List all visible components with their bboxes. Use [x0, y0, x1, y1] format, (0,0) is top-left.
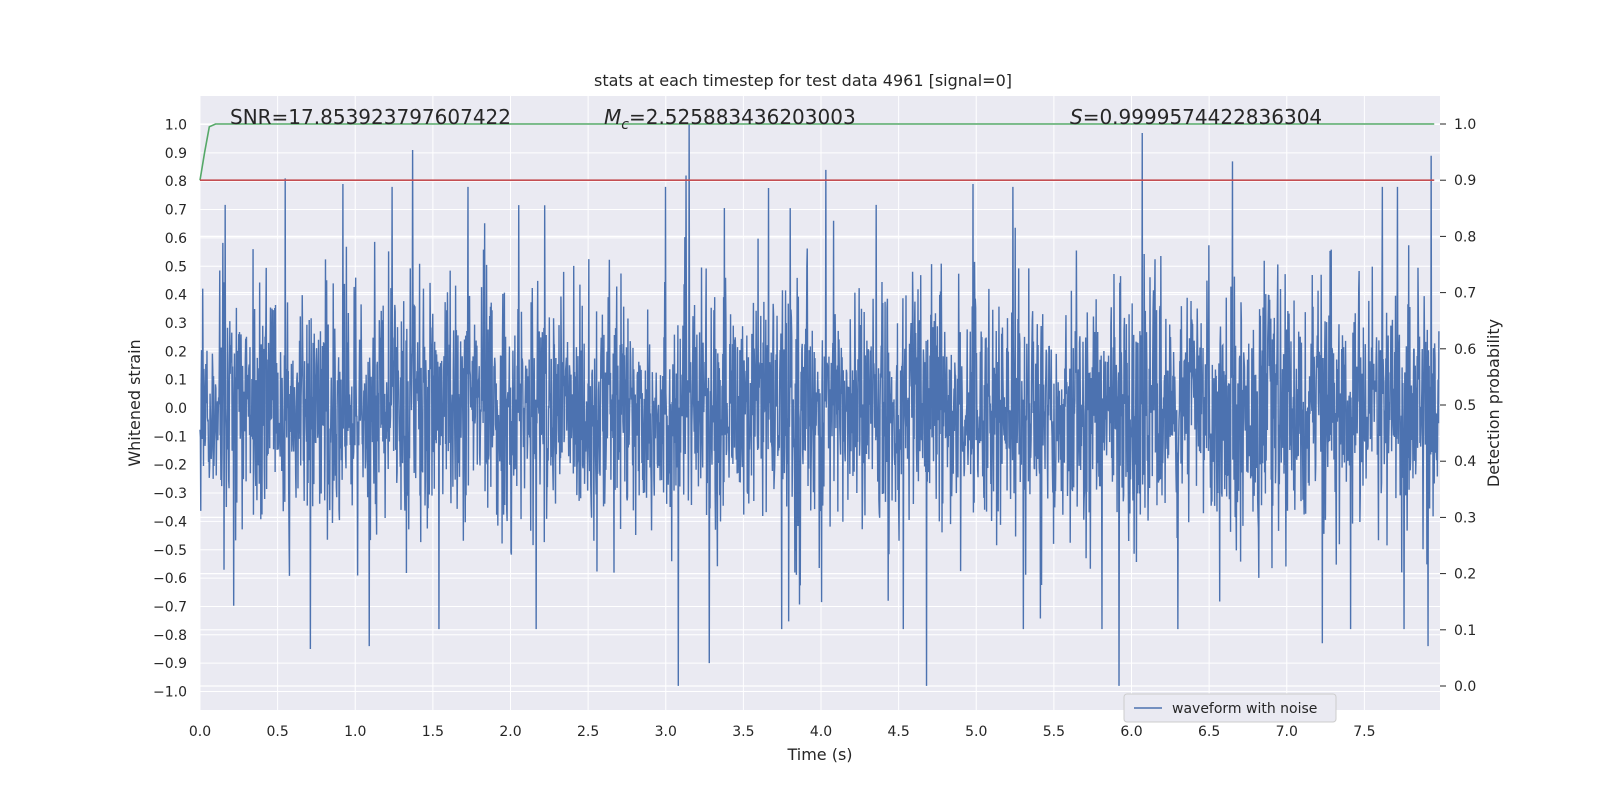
- y2-axis-ticks: 1.0 0.9 0.8 0.7 0.6 0.5 0.4 0.3 0.2 0.1 0.0: [1440, 117, 1476, 695]
- x-tick-label: 7.5: [1353, 724, 1375, 740]
- y-tick-label: −0.1: [153, 429, 187, 445]
- waveform-with-noise-line: [199, 124, 1440, 686]
- s-annotation: S=0.9999574422836304: [1070, 105, 1322, 129]
- y2-tick-label: 0.7: [1454, 286, 1476, 302]
- y2-tick-label: 0.0: [1454, 679, 1476, 695]
- y-tick-label: 0.4: [165, 288, 187, 304]
- y2-tick-label: 0.8: [1454, 229, 1476, 245]
- y2-tick-label: 0.1: [1454, 623, 1476, 639]
- y2-tick-label: 0.2: [1454, 567, 1476, 583]
- mc-annotation: Mc=2.525883436203003: [604, 105, 856, 133]
- x-tick-label: 2.5: [577, 724, 599, 740]
- y2-axis-label: Detection probability: [1484, 319, 1503, 487]
- probability-series: [199, 123, 1435, 181]
- x-tick-label: 0.5: [266, 724, 288, 740]
- chart-title: stats at each timestep for test data 496…: [594, 71, 1012, 90]
- y-axis-label: Whitened strain: [125, 339, 144, 466]
- x-tick-label: 7.0: [1276, 724, 1298, 740]
- y-axis-ticks: 1.0 0.9 0.8 0.7 0.6 0.5 0.4 0.3 0.2 0.1 0.0 −0.1 −0.…: [153, 118, 187, 701]
- legend: waveform with noise: [1123, 693, 1337, 723]
- y-tick-label: 0.8: [165, 174, 187, 190]
- y-tick-label: −0.7: [153, 599, 187, 615]
- x-axis-ticks: 0.0 0.5 1.0 1.5 2.0 2.5 3.0 3.5 4.0 4.5 5.0 5.5 6.0 6…: [189, 724, 1376, 740]
- y-tick-label: 1.0: [165, 118, 187, 134]
- y-tick-label: 0.2: [165, 344, 187, 360]
- y-tick-label: 0.7: [165, 203, 187, 219]
- mc-symbol: M: [604, 105, 621, 129]
- legend-label-waveform: waveform with noise: [1172, 701, 1317, 717]
- y2-tick-label: 0.6: [1454, 342, 1476, 358]
- y-tick-label: −1.0: [153, 685, 187, 701]
- y-tick-label: −0.2: [153, 458, 187, 474]
- detection-probability-line: [199, 123, 1435, 181]
- y2-tick-label: 0.9: [1454, 173, 1476, 189]
- y-tick-label: 0.3: [165, 316, 187, 332]
- mc-value: =2.525883436203003: [629, 105, 856, 129]
- y-tick-label: 0.9: [165, 146, 187, 162]
- y-tick-label: 0.0: [165, 401, 187, 417]
- x-tick-label: 3.5: [732, 724, 754, 740]
- y2-tick-label: 1.0: [1454, 117, 1476, 133]
- x-tick-label: 5.0: [965, 724, 987, 740]
- x-axis-label: Time (s): [786, 745, 852, 764]
- y-tick-label: 0.1: [165, 373, 187, 389]
- snr-annotation: SNR=17.853923797607422: [230, 105, 511, 129]
- x-tick-label: 6.5: [1198, 724, 1220, 740]
- y-tick-label: −0.6: [153, 571, 187, 587]
- plot-series: [199, 123, 1440, 686]
- x-tick-label: 5.5: [1043, 724, 1065, 740]
- x-tick-label: 6.0: [1120, 724, 1142, 740]
- y-tick-label: 0.6: [165, 231, 187, 247]
- s-value: =0.9999574422836304: [1083, 105, 1322, 129]
- s-symbol: S: [1070, 105, 1083, 129]
- y-tick-label: −0.8: [153, 628, 187, 644]
- y-tick-label: −0.4: [153, 514, 187, 530]
- x-tick-label: 1.0: [344, 724, 366, 740]
- y2-tick-label: 0.4: [1454, 454, 1476, 470]
- mc-subscript: c: [621, 117, 629, 133]
- x-tick-label: 4.5: [887, 724, 909, 740]
- y-tick-label: −0.9: [153, 656, 187, 672]
- y2-tick-label: 0.3: [1454, 510, 1476, 526]
- x-tick-label: 3.0: [655, 724, 677, 740]
- x-tick-label: 4.0: [810, 724, 832, 740]
- y-tick-label: −0.3: [153, 486, 187, 502]
- legend-box: [1123, 693, 1337, 723]
- waveform-with-noise-series: [199, 124, 1440, 686]
- y-tick-label: −0.5: [153, 543, 187, 559]
- x-tick-label: 1.5: [422, 724, 444, 740]
- y2-tick-label: 0.5: [1454, 398, 1476, 414]
- y-tick-label: 0.5: [165, 259, 187, 275]
- x-tick-label: 0.0: [189, 724, 211, 740]
- x-tick-label: 2.0: [499, 724, 521, 740]
